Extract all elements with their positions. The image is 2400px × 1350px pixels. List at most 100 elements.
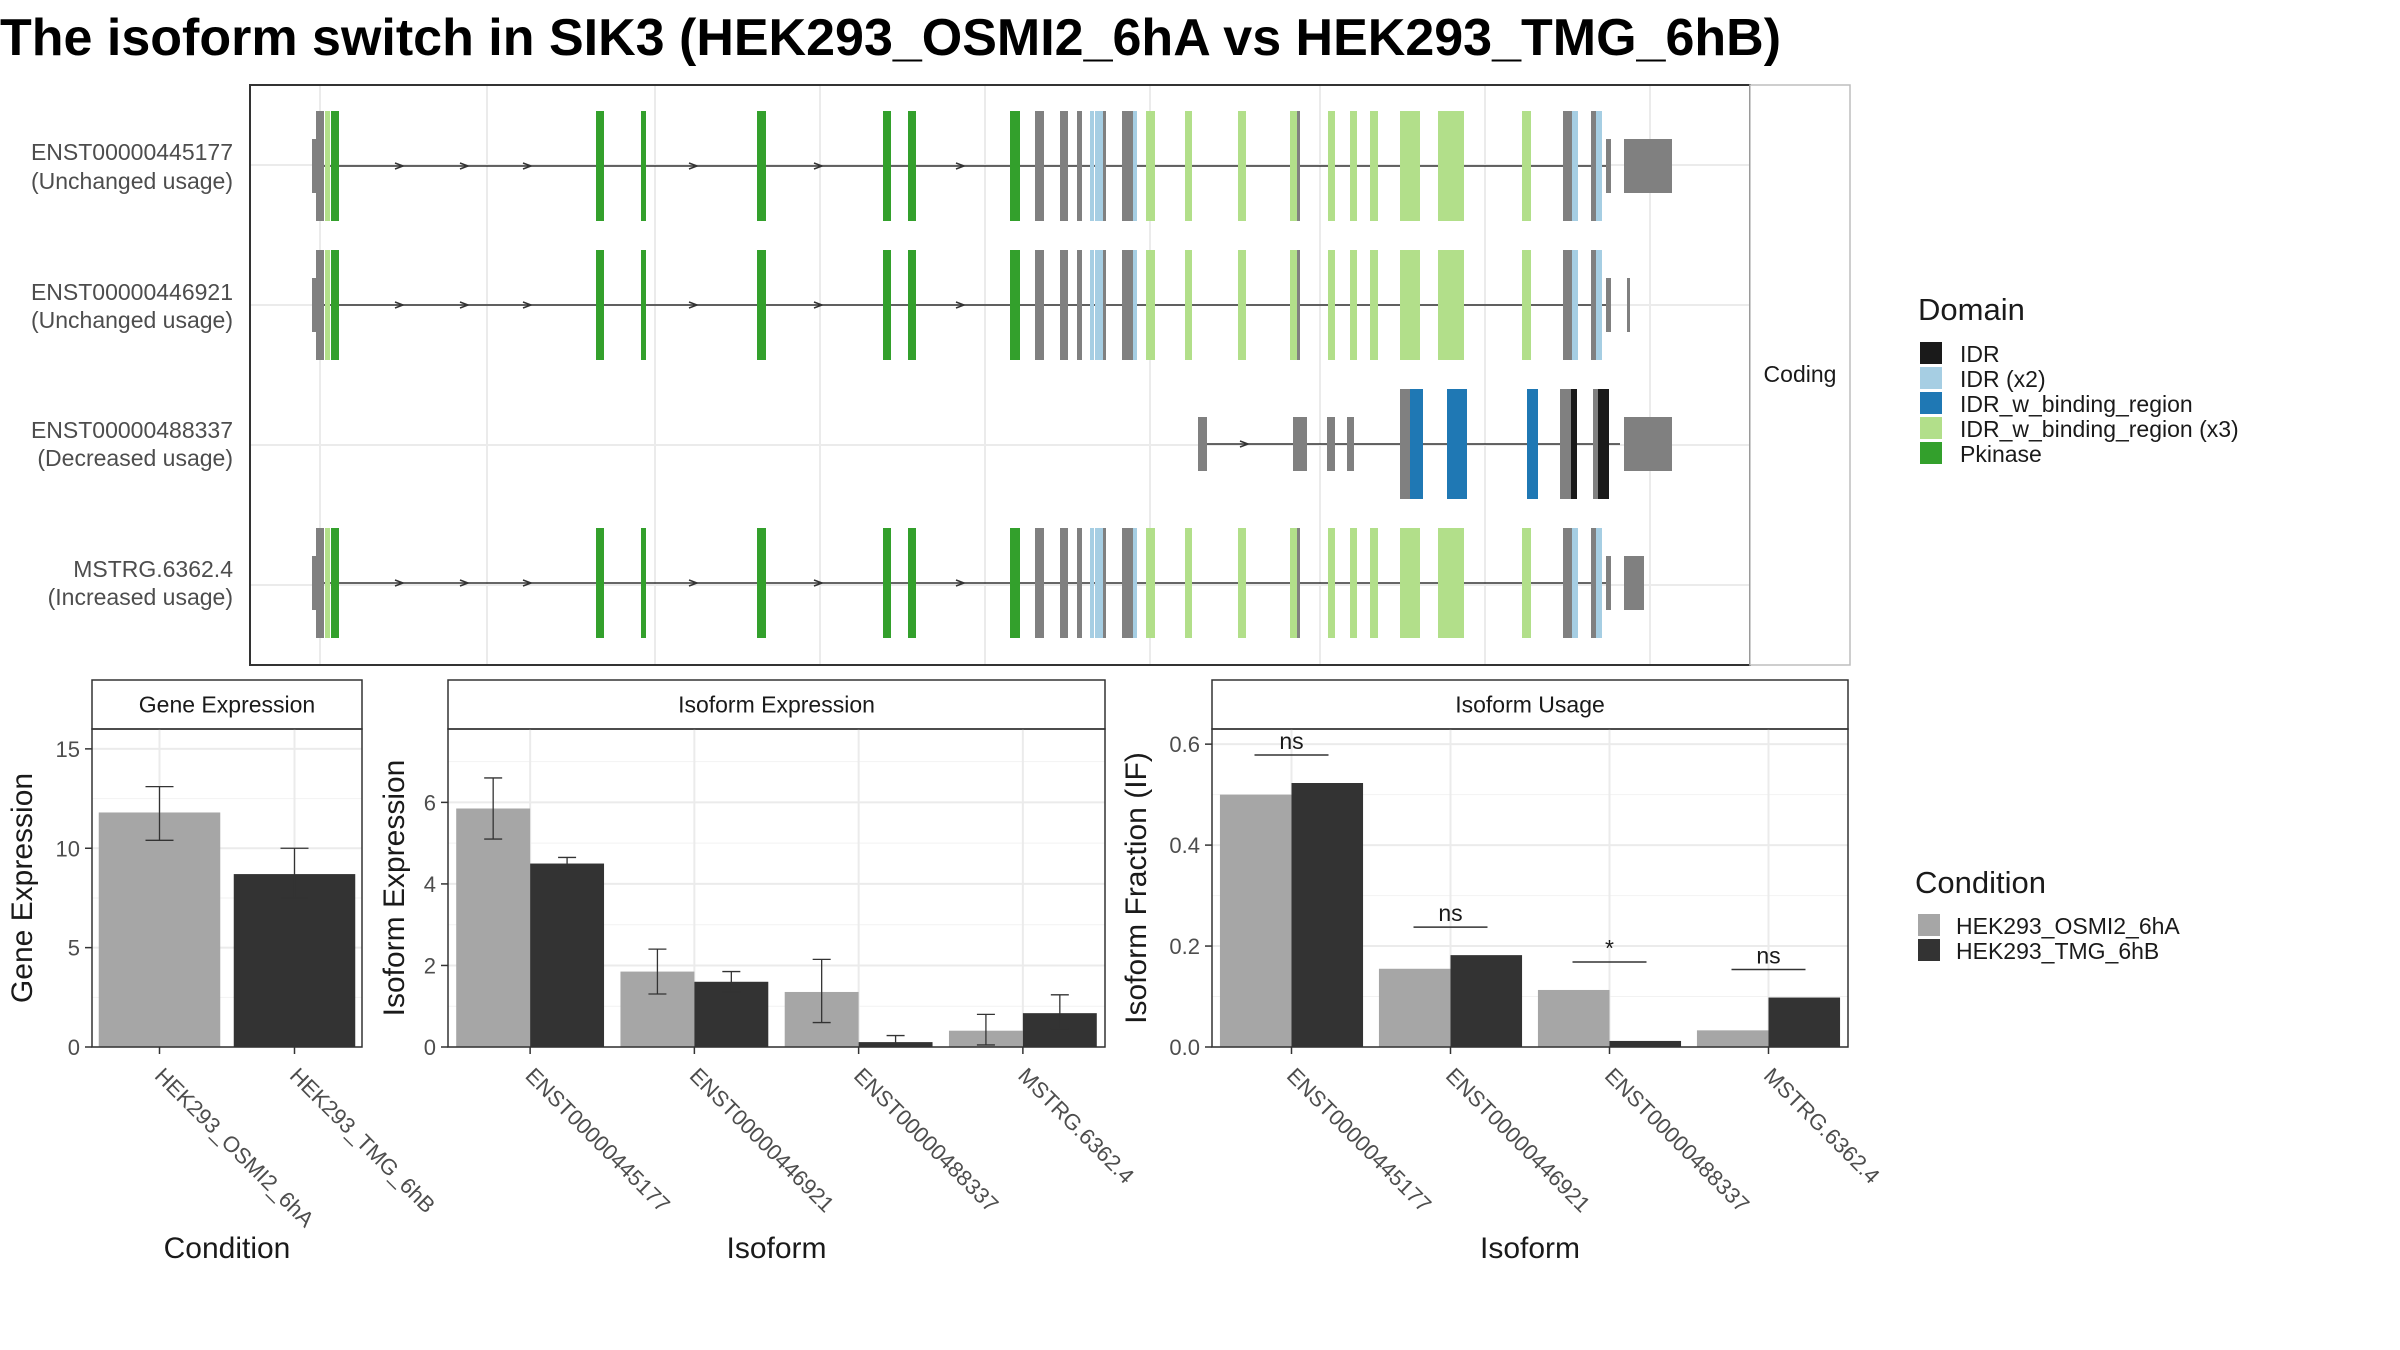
exon [1572,528,1578,638]
exon [1438,250,1464,360]
exon [1146,250,1155,360]
direction-arrow [522,579,534,587]
direction-arrow [394,579,406,587]
exon [1598,389,1609,499]
exon [883,111,891,221]
panel-title: Gene Expression [139,692,315,718]
transcript-label-2: ENST00000446921 [31,279,233,305]
exon [1297,528,1300,638]
y-tick-label: 10 [56,836,80,861]
exon [1293,417,1307,471]
exon [1560,389,1571,499]
bar [1537,989,1610,1047]
error-bar [280,847,309,899]
legend-label-idr: IDR [1960,341,2000,367]
exon [1010,528,1020,638]
significance-label: ns [1279,728,1303,754]
exon [325,111,330,221]
utr-exon [1624,417,1672,471]
exon [1122,528,1133,638]
exon [1238,528,1246,638]
direction-arrow [1239,440,1251,448]
exon [1035,528,1044,638]
exon [1133,111,1137,221]
direction-arrow [688,162,700,170]
transcript-status-3: (Decreased usage) [37,445,233,471]
direction-arrow [394,162,406,170]
exon [325,528,330,638]
utr-exon [312,278,318,332]
exon [331,528,339,638]
y-tick-label: 15 [56,737,80,762]
x-tick-label: HEK293_TMG_6hB [285,1063,440,1218]
direction-arrow [459,301,471,309]
y-tick-label: 0.4 [1169,833,1200,858]
utr-exon [1627,278,1630,332]
exon [1327,417,1335,471]
exon [1060,111,1068,221]
exon [1133,250,1137,360]
exon [1077,250,1082,360]
transcript-track-1 [312,111,1672,221]
exon [1400,250,1420,360]
exon [1238,250,1246,360]
panel-title: Isoform Usage [1455,692,1605,718]
x-tick-label: ENST00000445177 [521,1063,675,1217]
domain-legend: Domain IDR IDR (x2) IDR_w_binding_region… [1918,292,2239,467]
exon [1122,111,1133,221]
x-tick-label: MSTRG.6362.4 [1013,1063,1139,1189]
exon [1350,528,1357,638]
exon [1103,528,1106,638]
exon [1290,111,1299,221]
exon [1370,528,1378,638]
exon [1198,417,1207,471]
bar [1291,783,1364,1047]
exon [1563,250,1572,360]
exon [1095,111,1103,221]
exon [1095,250,1103,360]
exon [908,250,916,360]
error-bar [484,777,503,840]
exon [1563,528,1572,638]
transcript-status-2: (Unchanged usage) [31,307,233,333]
bar [694,981,769,1047]
domain-legend-title: Domain [1918,292,2025,327]
error-bar [722,970,741,993]
structure-panel: Coding ENST00000445177 (Unchanged usage)… [31,84,1851,666]
utr-exon [312,556,318,610]
exon [1328,528,1335,638]
bar [1378,968,1451,1047]
exon [1563,111,1572,221]
exon [1035,111,1044,221]
exon [1185,528,1192,638]
bar [1219,794,1292,1047]
direction-arrow [459,579,471,587]
exon [1035,250,1044,360]
transcript-label-1: ENST00000445177 [31,139,233,165]
y-tick-label: 4 [424,872,436,897]
exon [1297,111,1300,221]
exon [316,111,324,221]
exon [1185,111,1192,221]
exon [331,250,339,360]
exon [1606,278,1611,332]
direction-arrow [688,579,700,587]
legend-key-idr-x2 [1920,367,1942,389]
exon [1572,111,1578,221]
isoform-usage-chart: Isoform Usage 0.0 0.2 0.4 0.6 ns ns * ns ENST0000… [1120,679,1885,1265]
utr-exon [1624,139,1672,193]
direction-arrow [813,162,825,170]
y-tick-label: 0.0 [1169,1035,1200,1060]
y-tick-label: 2 [424,953,436,978]
exon [316,250,324,360]
bar [456,808,531,1047]
exon [1400,528,1420,638]
exon [1370,111,1378,221]
x-tick-label: ENST00000488337 [849,1063,1003,1217]
x-axis-title: Isoform [726,1232,826,1265]
legend-key-idr-binding-x3 [1920,417,1942,439]
exon [316,528,324,638]
x-tick-label: ENST00000446921 [1441,1063,1595,1217]
